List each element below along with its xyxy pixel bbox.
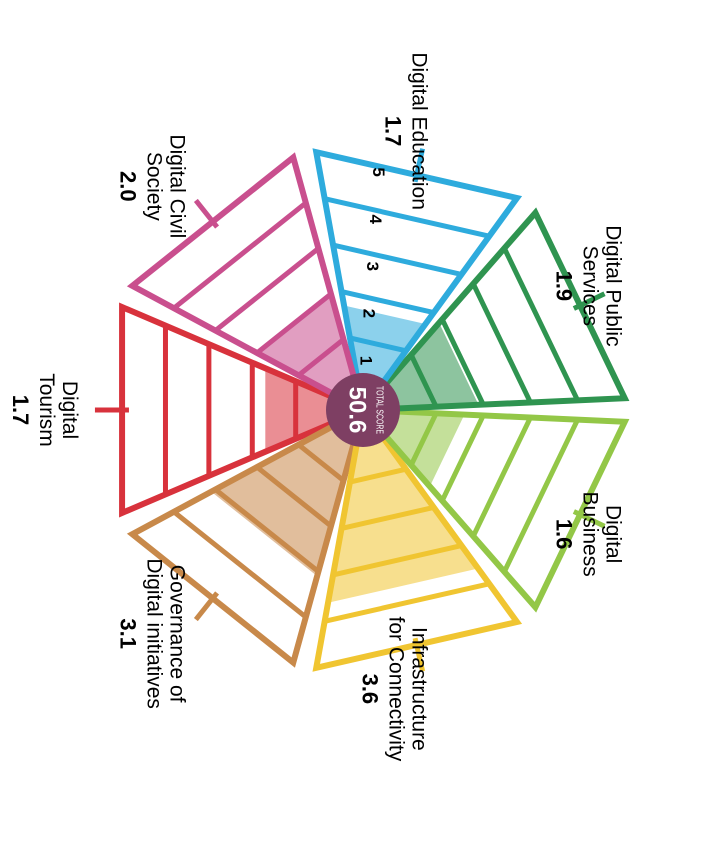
segment-name-line: Digital	[58, 381, 81, 439]
segment-value: 1.6	[552, 519, 577, 550]
segment-value: 1.7	[381, 116, 406, 147]
connector-segment-1	[193, 591, 220, 622]
segment-value: 2.0	[116, 171, 141, 202]
rung-segment-6-level-1	[296, 337, 346, 378]
rung-segment-4-level-3	[471, 282, 533, 404]
ring-number-2: 2	[360, 309, 379, 318]
connector-segment-5	[412, 148, 426, 183]
rung-segment-1-level-2	[255, 465, 333, 529]
rung-segment-3-level-4	[502, 418, 580, 573]
segment-name-line: Society	[142, 152, 165, 221]
svg-text:DigitalTourism1.7: DigitalTourism1.7	[8, 373, 81, 447]
rung-segment-3-level-3	[471, 416, 533, 538]
fill-segment-4	[380, 322, 479, 409]
svg-text:Digital CivilSociety2.0: Digital CivilSociety2.0	[116, 134, 189, 238]
total-score-label: TOTAL SCORE	[374, 386, 385, 434]
label-segment-2: Infrastructurefor Connectivity3.6	[358, 617, 431, 762]
rung-segment-3-level-2	[439, 414, 486, 502]
fill-segment-3	[380, 411, 465, 487]
rung-segment-2-level-4	[324, 581, 490, 624]
rung-segment-4-level-1	[408, 353, 439, 408]
ring-number-5: 5	[369, 167, 388, 176]
segment-name-line: Business	[578, 492, 601, 577]
total-score-value: 50.6	[344, 387, 371, 434]
rung-segment-1-level-1	[296, 442, 346, 483]
fill-segment-6	[256, 293, 357, 398]
segment-name-line: Infrastructure	[407, 627, 430, 751]
segment-value: 1.9	[552, 271, 577, 302]
rung-segment-5-level-1	[349, 335, 407, 354]
rung-segment-5-level-4	[324, 196, 490, 239]
ring-numbers: 1 2 3 4 5	[357, 167, 388, 365]
rung-segment-6-level-2	[255, 291, 333, 355]
total-score-circle	[326, 373, 400, 447]
rung-segment-4-level-4	[502, 247, 580, 402]
segment-name-line: for Connectivity	[384, 617, 407, 762]
label-segment-1: Governance ofDigital initiatives3.1	[116, 558, 189, 709]
ring-number-4: 4	[366, 214, 385, 224]
svg-text:Governance ofDigital initiativ: Governance ofDigital initiatives3.1	[116, 558, 189, 709]
connector-segment-2	[412, 637, 426, 672]
fill-segment-0	[265, 368, 340, 452]
svg-text:Digital Education1.7: Digital Education1.7	[381, 52, 431, 210]
segment-name-line: Services	[578, 246, 601, 327]
rung-segment-2-level-2	[340, 504, 435, 531]
rung-segment-3-level-1	[408, 412, 439, 467]
rung-segment-1-level-4	[172, 509, 308, 620]
segment-name-line: Digital initiatives	[142, 558, 165, 709]
ring-number-1: 1	[357, 356, 376, 365]
segment-name-line: Tourism	[35, 373, 58, 447]
segment-name-line: Digital Civil	[165, 134, 188, 238]
connector-segment-4	[572, 291, 606, 311]
svg-text:Infrastructurefor Connectivity: Infrastructurefor Connectivity3.6	[358, 617, 431, 762]
rung-segment-6-level-4	[172, 200, 308, 311]
segment-value: 1.7	[8, 395, 33, 426]
rung-segment-4-level-2	[439, 318, 486, 406]
svg-text:Digital PublicServices1.9: Digital PublicServices1.9	[552, 225, 625, 346]
segment-name-line: Digital	[601, 505, 624, 563]
label-segment-6: Digital CivilSociety2.0	[116, 134, 189, 238]
rung-segment-6-level-3	[213, 246, 320, 333]
segment-name-line: Digital Public	[601, 225, 624, 346]
label-segment-0: DigitalTourism1.7	[8, 373, 81, 447]
rung-segment-5-level-2	[340, 289, 435, 316]
total-score-badge: TOTAL SCORE 50.6	[326, 373, 400, 447]
connector-segment-6	[193, 198, 220, 229]
label-segment-5: Digital Education1.7	[381, 52, 431, 210]
ring-number-3: 3	[363, 262, 382, 271]
connector-segment-3	[572, 509, 606, 529]
segment-name-line: Digital Education	[407, 52, 430, 210]
rung-segment-5-level-3	[332, 242, 463, 277]
rung-segment-2-level-1	[349, 466, 407, 485]
rung-segment-2-level-3	[332, 543, 463, 578]
segment-value: 3.1	[116, 618, 141, 649]
label-segment-4: Digital PublicServices1.9	[552, 225, 625, 346]
segment-name-line: Governance of	[165, 565, 188, 703]
label-connectors	[94, 148, 606, 672]
label-segment-3: DigitalBusiness1.6	[552, 492, 625, 577]
segment-value: 3.6	[358, 674, 383, 705]
level-rungs	[162, 196, 580, 624]
svg-text:DigitalBusiness1.6: DigitalBusiness1.6	[552, 492, 625, 577]
rung-segment-1-level-3	[213, 487, 320, 574]
